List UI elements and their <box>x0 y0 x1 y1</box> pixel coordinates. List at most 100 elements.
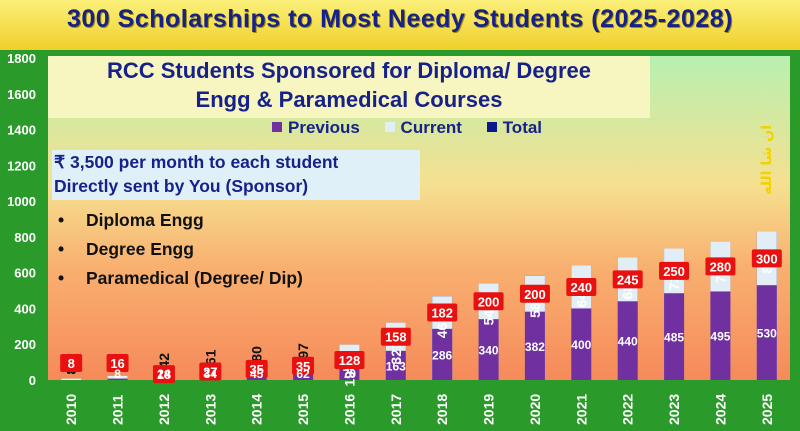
bar-previous <box>664 293 685 380</box>
data-label-previous: 440 <box>618 335 638 349</box>
data-label-current-bg <box>380 327 411 346</box>
data-label-total: 97 <box>295 343 311 359</box>
data-label-current: 250 <box>663 264 685 279</box>
y-tick-label: 400 <box>14 301 36 316</box>
legend-item-current: Current <box>384 118 462 138</box>
data-label-previous: 495 <box>710 330 730 344</box>
chart-subtitle: RCC Students Sponsored for Diploma/ Degr… <box>48 56 650 118</box>
course-item: • Diploma Engg <box>58 206 303 235</box>
legend-label-previous: Previous <box>288 118 360 137</box>
bullet-glyph: • <box>58 210 65 230</box>
data-label-current-bg <box>751 249 782 268</box>
bar-previous <box>524 311 545 380</box>
y-tick-label: 200 <box>14 337 36 352</box>
y-tick-label: 1600 <box>7 87 36 102</box>
y-tick-label: 1000 <box>7 194 36 209</box>
x-tick-label: 2015 <box>295 394 311 425</box>
bar-previous <box>617 301 638 380</box>
x-tick-label: 2010 <box>63 394 79 425</box>
chart-legend: Previous Current Total <box>272 118 562 140</box>
data-label-current: 200 <box>524 287 546 302</box>
x-tick-label: 2013 <box>202 394 218 425</box>
sponsor-note-line-1: ₹ 3,500 per month to each student <box>54 152 339 172</box>
legend-label-current: Current <box>400 118 462 137</box>
data-label-total: 61 <box>202 349 218 365</box>
data-label-previous: 286 <box>432 348 452 362</box>
page-title: 300 Scholarships to Most Needy Students … <box>67 5 733 33</box>
x-tick-label: 2018 <box>434 394 450 425</box>
data-label-current-bg <box>60 354 83 372</box>
data-label-previous: 530 <box>757 327 777 341</box>
data-label-previous: 400 <box>571 338 591 352</box>
course-label: Paramedical (Degree/ Dip) <box>86 268 303 288</box>
course-item: • Degree Engg <box>58 235 303 264</box>
data-label-current: 280 <box>710 259 732 274</box>
legend-item-previous: Previous <box>272 118 360 138</box>
bar-previous <box>385 350 406 380</box>
legend-swatch-current <box>384 122 395 132</box>
bar-previous <box>339 367 360 380</box>
data-label-previous: 62 <box>296 367 310 381</box>
data-label-current: 158 <box>385 330 407 345</box>
data-label-current: 16 <box>110 356 124 371</box>
data-label-previous: 163 <box>386 359 406 373</box>
data-label-total: 80 <box>249 346 265 362</box>
data-label-current: 18 <box>157 367 171 382</box>
subtitle-line-1: RCC Students Sponsored for Diploma/ Degr… <box>106 58 592 83</box>
inshallah-label: ان شا الله <box>759 125 775 195</box>
x-tick-label: 2016 <box>341 394 357 425</box>
data-label-previous: 70 <box>343 367 357 381</box>
x-tick-label: 2014 <box>249 394 265 425</box>
data-label-current: 27 <box>203 365 217 380</box>
x-tick-label: 2022 <box>620 394 636 425</box>
course-label: Degree Engg <box>86 239 194 259</box>
data-label-current-bg <box>519 284 550 303</box>
bar-previous <box>432 328 453 380</box>
data-label-previous: 382 <box>525 340 545 354</box>
data-label-previous: 485 <box>664 331 684 345</box>
bullet-glyph: • <box>58 239 65 259</box>
y-tick-label: 600 <box>14 266 36 281</box>
course-label: Diploma Engg <box>86 210 204 230</box>
data-label-current: 182 <box>431 306 453 321</box>
x-tick-label: 2012 <box>156 394 172 425</box>
x-tick-label: 2021 <box>573 394 589 425</box>
course-list: • Diploma Engg • Degree Engg • Paramedical … <box>58 206 303 293</box>
data-label-current-bg <box>566 277 597 296</box>
course-item: • Paramedical (Degree/ Dip) <box>58 264 303 293</box>
legend-swatch-total <box>486 122 497 132</box>
sponsor-note-line-2: Directly sent by You (Sponsor) <box>54 176 309 196</box>
data-label-current: 35 <box>296 359 310 374</box>
bar-current <box>61 378 82 380</box>
data-label-total: 321 <box>388 341 404 365</box>
data-label-current: 240 <box>570 280 592 295</box>
y-tick-label: 1400 <box>7 123 36 138</box>
data-label-previous: 24 <box>157 367 171 381</box>
data-label-current-bg <box>106 354 129 372</box>
bar-previous <box>710 291 731 380</box>
data-label-current-bg <box>612 270 643 289</box>
data-label-current-bg <box>659 261 690 280</box>
data-label-current-bg <box>705 257 736 276</box>
bar-previous <box>478 319 499 380</box>
data-label-previous: 340 <box>479 344 499 358</box>
bar-previous <box>107 378 128 380</box>
data-label-total: 42 <box>156 353 172 369</box>
bar-previous <box>571 308 592 380</box>
y-tick-label: 0 <box>29 373 36 388</box>
data-label-current-bg <box>292 356 315 375</box>
subtitle-line-2: Engg & Paramedical Courses <box>195 87 503 112</box>
x-tick-label: 2011 <box>110 394 126 425</box>
data-label-current: 128 <box>339 353 361 368</box>
data-label-current-bg <box>473 292 504 311</box>
data-label-current-bg <box>245 359 268 378</box>
x-tick-label: 2025 <box>759 394 775 425</box>
x-tick-label: 2017 <box>388 394 404 425</box>
legend-label-total: Total <box>502 118 543 137</box>
data-label-current-bg <box>152 365 175 384</box>
title-banner: 300 Scholarships to Most Needy Students … <box>0 0 800 50</box>
data-label-current: 245 <box>617 272 639 287</box>
x-tick-label: 2020 <box>527 394 543 425</box>
x-tick-label: 2023 <box>666 394 682 425</box>
